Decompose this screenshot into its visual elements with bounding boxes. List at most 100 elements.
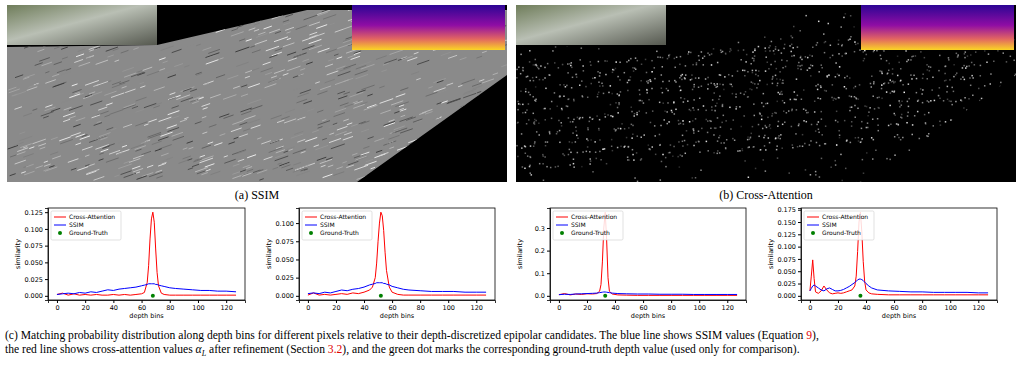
texture-stroke	[202, 104, 211, 107]
texture-dot	[828, 74, 830, 76]
texture-dot	[641, 64, 643, 66]
texture-stroke	[171, 13, 182, 17]
texture-dot	[595, 151, 597, 153]
texture-stroke	[305, 12, 314, 15]
texture-stroke	[501, 78, 507, 80]
texture-dot	[636, 112, 638, 114]
texture-stroke	[224, 159, 235, 163]
texture-stroke	[234, 137, 239, 139]
texture-dot	[835, 164, 837, 166]
texture-dot	[722, 106, 724, 108]
texture-stroke	[282, 164, 289, 166]
texture-dot	[712, 99, 714, 101]
texture-stroke	[176, 18, 182, 20]
texture-dot	[576, 76, 578, 78]
texture-dot	[674, 113, 676, 115]
texture-dot	[969, 118, 971, 120]
texture-stroke	[498, 158, 511, 162]
texture-stroke	[49, 166, 54, 168]
texture-stroke	[386, 174, 395, 177]
texture-stroke	[263, 26, 271, 29]
texture-stroke	[479, 79, 484, 81]
texture-dot	[894, 136, 896, 138]
texture-stroke	[295, 118, 304, 121]
texture-dot	[947, 132, 949, 134]
texture-stroke	[125, 89, 135, 93]
texture-dot	[928, 101, 930, 103]
texture-dot	[858, 140, 860, 142]
texture-stroke	[283, 20, 289, 22]
texture-dot	[1016, 82, 1018, 84]
texture-dot	[861, 139, 863, 141]
texture-dot	[729, 83, 731, 85]
texture-dot	[854, 105, 856, 107]
texture-dot	[743, 94, 745, 96]
texture-dot	[632, 154, 634, 156]
texture-dot	[582, 117, 584, 119]
texture-stroke	[183, 156, 191, 159]
texture-stroke	[314, 145, 319, 147]
texture-dot	[520, 104, 522, 106]
texture-dot	[866, 152, 868, 154]
texture-dot	[772, 83, 774, 85]
image-background	[516, 5, 1016, 182]
texture-stroke	[172, 106, 179, 109]
texture-dot	[939, 98, 941, 100]
texture-stroke	[273, 167, 278, 169]
texture-dot	[838, 130, 840, 132]
texture-stroke	[196, 73, 202, 75]
image-texture	[516, 5, 1017, 183]
texture-dot	[722, 84, 724, 86]
texture-stroke	[337, 126, 348, 130]
texture-stroke	[122, 67, 133, 71]
texture-dot	[566, 45, 568, 47]
texture-stroke	[172, 49, 182, 52]
texture-dot	[975, 51, 977, 53]
texture-stroke	[446, 1, 458, 5]
texture-dot	[531, 174, 533, 176]
texture-dot	[784, 44, 786, 46]
texture-dot	[911, 134, 913, 136]
texture-dot	[645, 59, 647, 61]
texture-dot	[980, 118, 982, 120]
texture-dot	[793, 26, 795, 28]
texture-stroke	[76, 118, 86, 121]
texture-dot	[758, 46, 760, 48]
texture-dot	[723, 142, 725, 144]
texture-stroke	[115, 60, 120, 62]
texture-stroke	[256, 33, 267, 37]
texture-dot	[758, 136, 760, 138]
texture-dot	[751, 133, 753, 135]
texture-stroke	[106, 128, 113, 130]
texture-dot	[668, 121, 670, 123]
texture-dot	[551, 101, 553, 103]
texture-dot	[934, 136, 936, 138]
texture-stroke	[314, 33, 324, 37]
texture-stroke	[334, 54, 338, 56]
texture-stroke	[302, 45, 314, 49]
texture-dot	[966, 109, 968, 111]
texture-dot	[805, 15, 807, 17]
texture-dot	[680, 75, 682, 77]
texture-dot	[525, 91, 527, 93]
texture-dot	[797, 65, 799, 67]
texture-dot	[589, 158, 591, 160]
texture-stroke	[232, 29, 239, 31]
texture-dot	[732, 138, 734, 140]
texture-stroke	[326, 158, 333, 160]
texture-dot	[599, 85, 601, 87]
texture-dot	[841, 55, 843, 57]
texture-stroke	[471, 144, 479, 147]
texture-dot	[671, 110, 673, 112]
texture-dot	[966, 134, 968, 136]
texture-stroke	[267, 11, 279, 15]
texture-stroke	[482, 79, 494, 83]
texture-dot	[878, 130, 880, 132]
texture-dot	[966, 133, 968, 135]
texture-dot	[722, 104, 724, 106]
texture-dot	[978, 88, 980, 90]
texture-dot	[557, 166, 559, 168]
texture-dot	[568, 117, 570, 119]
texture-stroke	[379, 152, 388, 155]
texture-dot	[720, 126, 722, 128]
